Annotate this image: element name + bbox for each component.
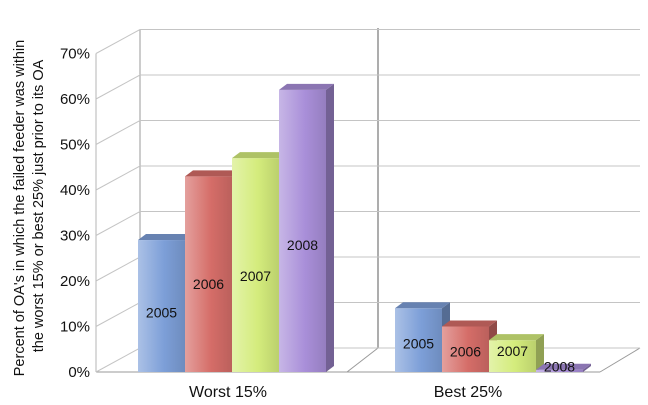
y-axis-label-line-1: Percent of OA's in which the failed feed…	[12, 40, 28, 376]
bar-label: 2005	[146, 305, 177, 321]
bar-front	[489, 340, 536, 372]
gridline	[95, 74, 640, 100]
bar-label: 2006	[450, 344, 481, 360]
bar-front	[442, 326, 489, 372]
y-tick-label: 60%	[60, 91, 90, 108]
y-tick-label: 10%	[60, 319, 90, 336]
gridline	[95, 211, 640, 236]
bar-side	[583, 363, 591, 372]
bar-top	[232, 152, 287, 159]
bar-label: 2005	[403, 335, 434, 351]
bar-top	[185, 170, 240, 177]
gridline	[95, 165, 640, 191]
category-label: Worst 15%	[189, 384, 267, 401]
category-label: Best 25%	[434, 384, 502, 401]
bar-top	[536, 363, 591, 370]
category-labels: Worst 15% Best 25%	[189, 384, 502, 401]
bar-2007-0: 2007	[232, 152, 287, 372]
gridline	[95, 29, 640, 54]
bar-top	[395, 302, 450, 309]
bar-label: 2008	[544, 359, 575, 375]
bar-side	[326, 83, 334, 373]
bar-label: 2007	[240, 268, 271, 284]
bar-2005-0: 2005	[138, 234, 193, 372]
bar-2007-1: 2007	[489, 334, 544, 372]
bar-2006-1: 2006	[442, 320, 497, 372]
bar-label: 2006	[193, 276, 224, 292]
y-tick-label: 50%	[60, 137, 90, 154]
gridline	[95, 120, 640, 145]
bar-top	[442, 320, 497, 327]
y-axis-label-line-2: the worst 15% or best 25% just prior to …	[31, 59, 47, 352]
bar-front	[395, 308, 442, 372]
bar-top	[279, 83, 334, 90]
bar-top	[138, 234, 193, 241]
bar-front	[279, 89, 326, 373]
y-tick-label: 40%	[60, 182, 90, 199]
y-tick-label: 0%	[68, 364, 90, 381]
y-tick-label: 30%	[60, 228, 90, 245]
y-tick-label: 20%	[60, 273, 90, 290]
y-tick-labels: 0% 10% 20% 30% 40% 50% 60% 70%	[60, 46, 90, 382]
bar-side	[536, 334, 544, 372]
y-tick-label: 70%	[60, 46, 90, 63]
y-axis-label: Percent of OA's in which the failed feed…	[12, 36, 47, 376]
floor-right-edge	[599, 347, 641, 373]
floor-divider-edge	[346, 347, 379, 373]
bar-front	[138, 240, 185, 372]
bar-front	[536, 369, 583, 372]
bar-marks: 2005 2006 2007 2008 2005 2006 2007 2008	[138, 83, 591, 375]
bar-2008-0: 2008	[279, 83, 334, 373]
bar-top	[489, 334, 544, 341]
bar-label: 2007	[497, 343, 528, 359]
bar-front	[185, 176, 232, 372]
bar-front	[232, 158, 279, 372]
bar-2005-1: 2005	[395, 302, 450, 372]
bar-label: 2008	[287, 237, 318, 253]
bar-2008-1: 2008	[536, 359, 591, 375]
bar-2006-0: 2006	[185, 170, 240, 372]
